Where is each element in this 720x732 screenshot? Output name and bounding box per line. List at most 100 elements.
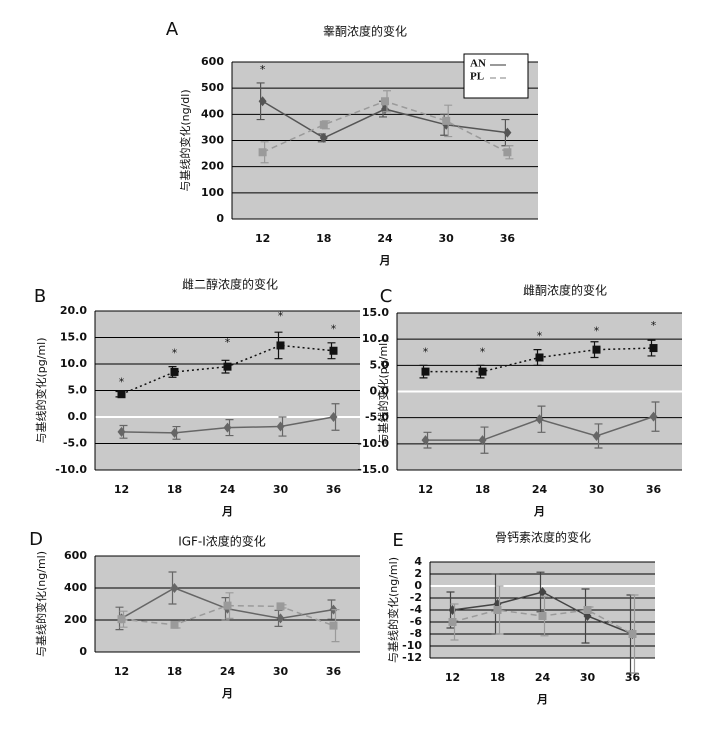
x-tick-label: 12	[418, 483, 433, 496]
y-tick-label: 100	[201, 186, 224, 199]
x-tick-label: 36	[646, 483, 662, 496]
marker	[649, 411, 658, 422]
y-axis-label: 与基线的变化(ng/ml)	[34, 551, 48, 657]
x-tick-label: 24	[535, 671, 551, 684]
x-tick-label: 18	[490, 671, 505, 684]
y-tick-label: -12	[402, 651, 422, 664]
annotation: *	[537, 330, 543, 343]
marker	[223, 422, 232, 433]
y-tick-label: 10.0	[362, 332, 389, 345]
x-tick-label: 18	[316, 232, 331, 245]
x-axis-label: 月	[221, 687, 233, 700]
x-tick-label: 30	[580, 671, 596, 684]
marker	[538, 587, 547, 597]
y-tick-label: 20.0	[60, 304, 87, 317]
y-tick-label: -4	[410, 603, 423, 616]
annotation: *	[331, 323, 337, 336]
x-tick-label: 36	[625, 671, 641, 684]
marker	[421, 435, 430, 446]
marker	[258, 148, 267, 157]
y-tick-label: 200	[201, 160, 224, 173]
y-tick-label: 0	[414, 579, 422, 592]
chart-title: IGF-I浓度的变化	[178, 534, 266, 549]
series-line	[121, 604, 334, 627]
y-tick-label: 600	[64, 549, 87, 562]
marker	[117, 615, 126, 624]
y-tick-label: -2	[410, 591, 422, 604]
annotation: *	[423, 345, 429, 358]
y-tick-label: 2	[414, 567, 422, 580]
x-tick-label: 12	[114, 483, 129, 496]
y-tick-label: 5.0	[370, 358, 390, 371]
x-tick-label: 24	[220, 665, 236, 678]
x-tick-label: 12	[445, 671, 460, 684]
marker	[538, 612, 547, 620]
y-tick-label: -5.0	[63, 437, 87, 450]
y-axis-label: 与基线的变化(ng/dl)	[178, 89, 192, 191]
x-tick-label: 30	[273, 483, 289, 496]
marker	[319, 132, 328, 143]
y-tick-label: -15.0	[357, 463, 389, 476]
marker	[649, 344, 658, 353]
annotation: *	[260, 63, 266, 76]
y-tick-label: 0	[216, 212, 224, 225]
y-tick-label: 400	[64, 581, 87, 594]
marker	[592, 430, 601, 441]
panel-label: B	[34, 286, 46, 307]
marker	[117, 426, 126, 437]
y-tick-label: -5.0	[365, 411, 389, 424]
x-axis-label: 月	[533, 505, 545, 518]
y-tick-label: 15.0	[362, 306, 389, 319]
y-axis-label: 与基线的变化(ng/ml)	[386, 557, 400, 663]
legend-label: AN	[470, 58, 486, 70]
legend-label: PL	[470, 71, 484, 83]
x-tick-label: 24	[377, 232, 393, 245]
x-tick-label: 12	[255, 232, 270, 245]
marker	[170, 367, 179, 376]
marker	[329, 621, 338, 630]
y-tick-label: 0	[79, 645, 87, 658]
marker	[478, 435, 487, 446]
y-tick-label: 15.0	[60, 331, 87, 344]
x-axis-label: 月	[536, 693, 548, 706]
x-tick-label: 36	[326, 483, 342, 496]
x-tick-label: 18	[475, 483, 490, 496]
y-tick-label: 300	[201, 134, 224, 147]
marker	[421, 367, 430, 376]
y-axis-label: 与基线的变化(pg/ml)	[376, 338, 390, 444]
x-tick-label: 36	[326, 665, 342, 678]
panel-label: A	[166, 19, 179, 40]
y-tick-label: -10.0	[55, 463, 87, 476]
annotation: *	[651, 319, 657, 332]
marker	[276, 341, 285, 350]
marker	[223, 601, 232, 610]
y-tick-label: 0.0	[370, 385, 390, 398]
y-tick-label: 10.0	[60, 357, 87, 370]
marker	[223, 362, 232, 371]
marker	[592, 345, 601, 354]
marker	[329, 346, 338, 355]
y-tick-label: 400	[201, 107, 224, 120]
marker	[503, 127, 512, 138]
marker	[583, 606, 592, 614]
y-tick-label: 200	[64, 613, 87, 626]
y-tick-label: 0.0	[68, 410, 88, 423]
chart-title: 骨钙素浓度的变化	[495, 530, 591, 545]
y-tick-label: -10	[402, 639, 422, 652]
x-tick-label: 18	[167, 665, 182, 678]
marker	[448, 618, 457, 626]
panel-label: C	[380, 286, 393, 307]
annotation: *	[119, 376, 125, 389]
y-tick-label: -10.0	[357, 437, 389, 450]
chart-title: 雌二醇浓度的变化	[182, 277, 278, 292]
marker	[170, 583, 179, 593]
marker	[493, 606, 502, 614]
annotation: *	[278, 309, 284, 322]
marker	[478, 367, 487, 376]
marker	[535, 414, 544, 425]
x-tick-label: 24	[532, 483, 548, 496]
marker	[170, 620, 179, 629]
x-tick-label: 24	[220, 483, 236, 496]
panel-label: E	[392, 530, 403, 551]
